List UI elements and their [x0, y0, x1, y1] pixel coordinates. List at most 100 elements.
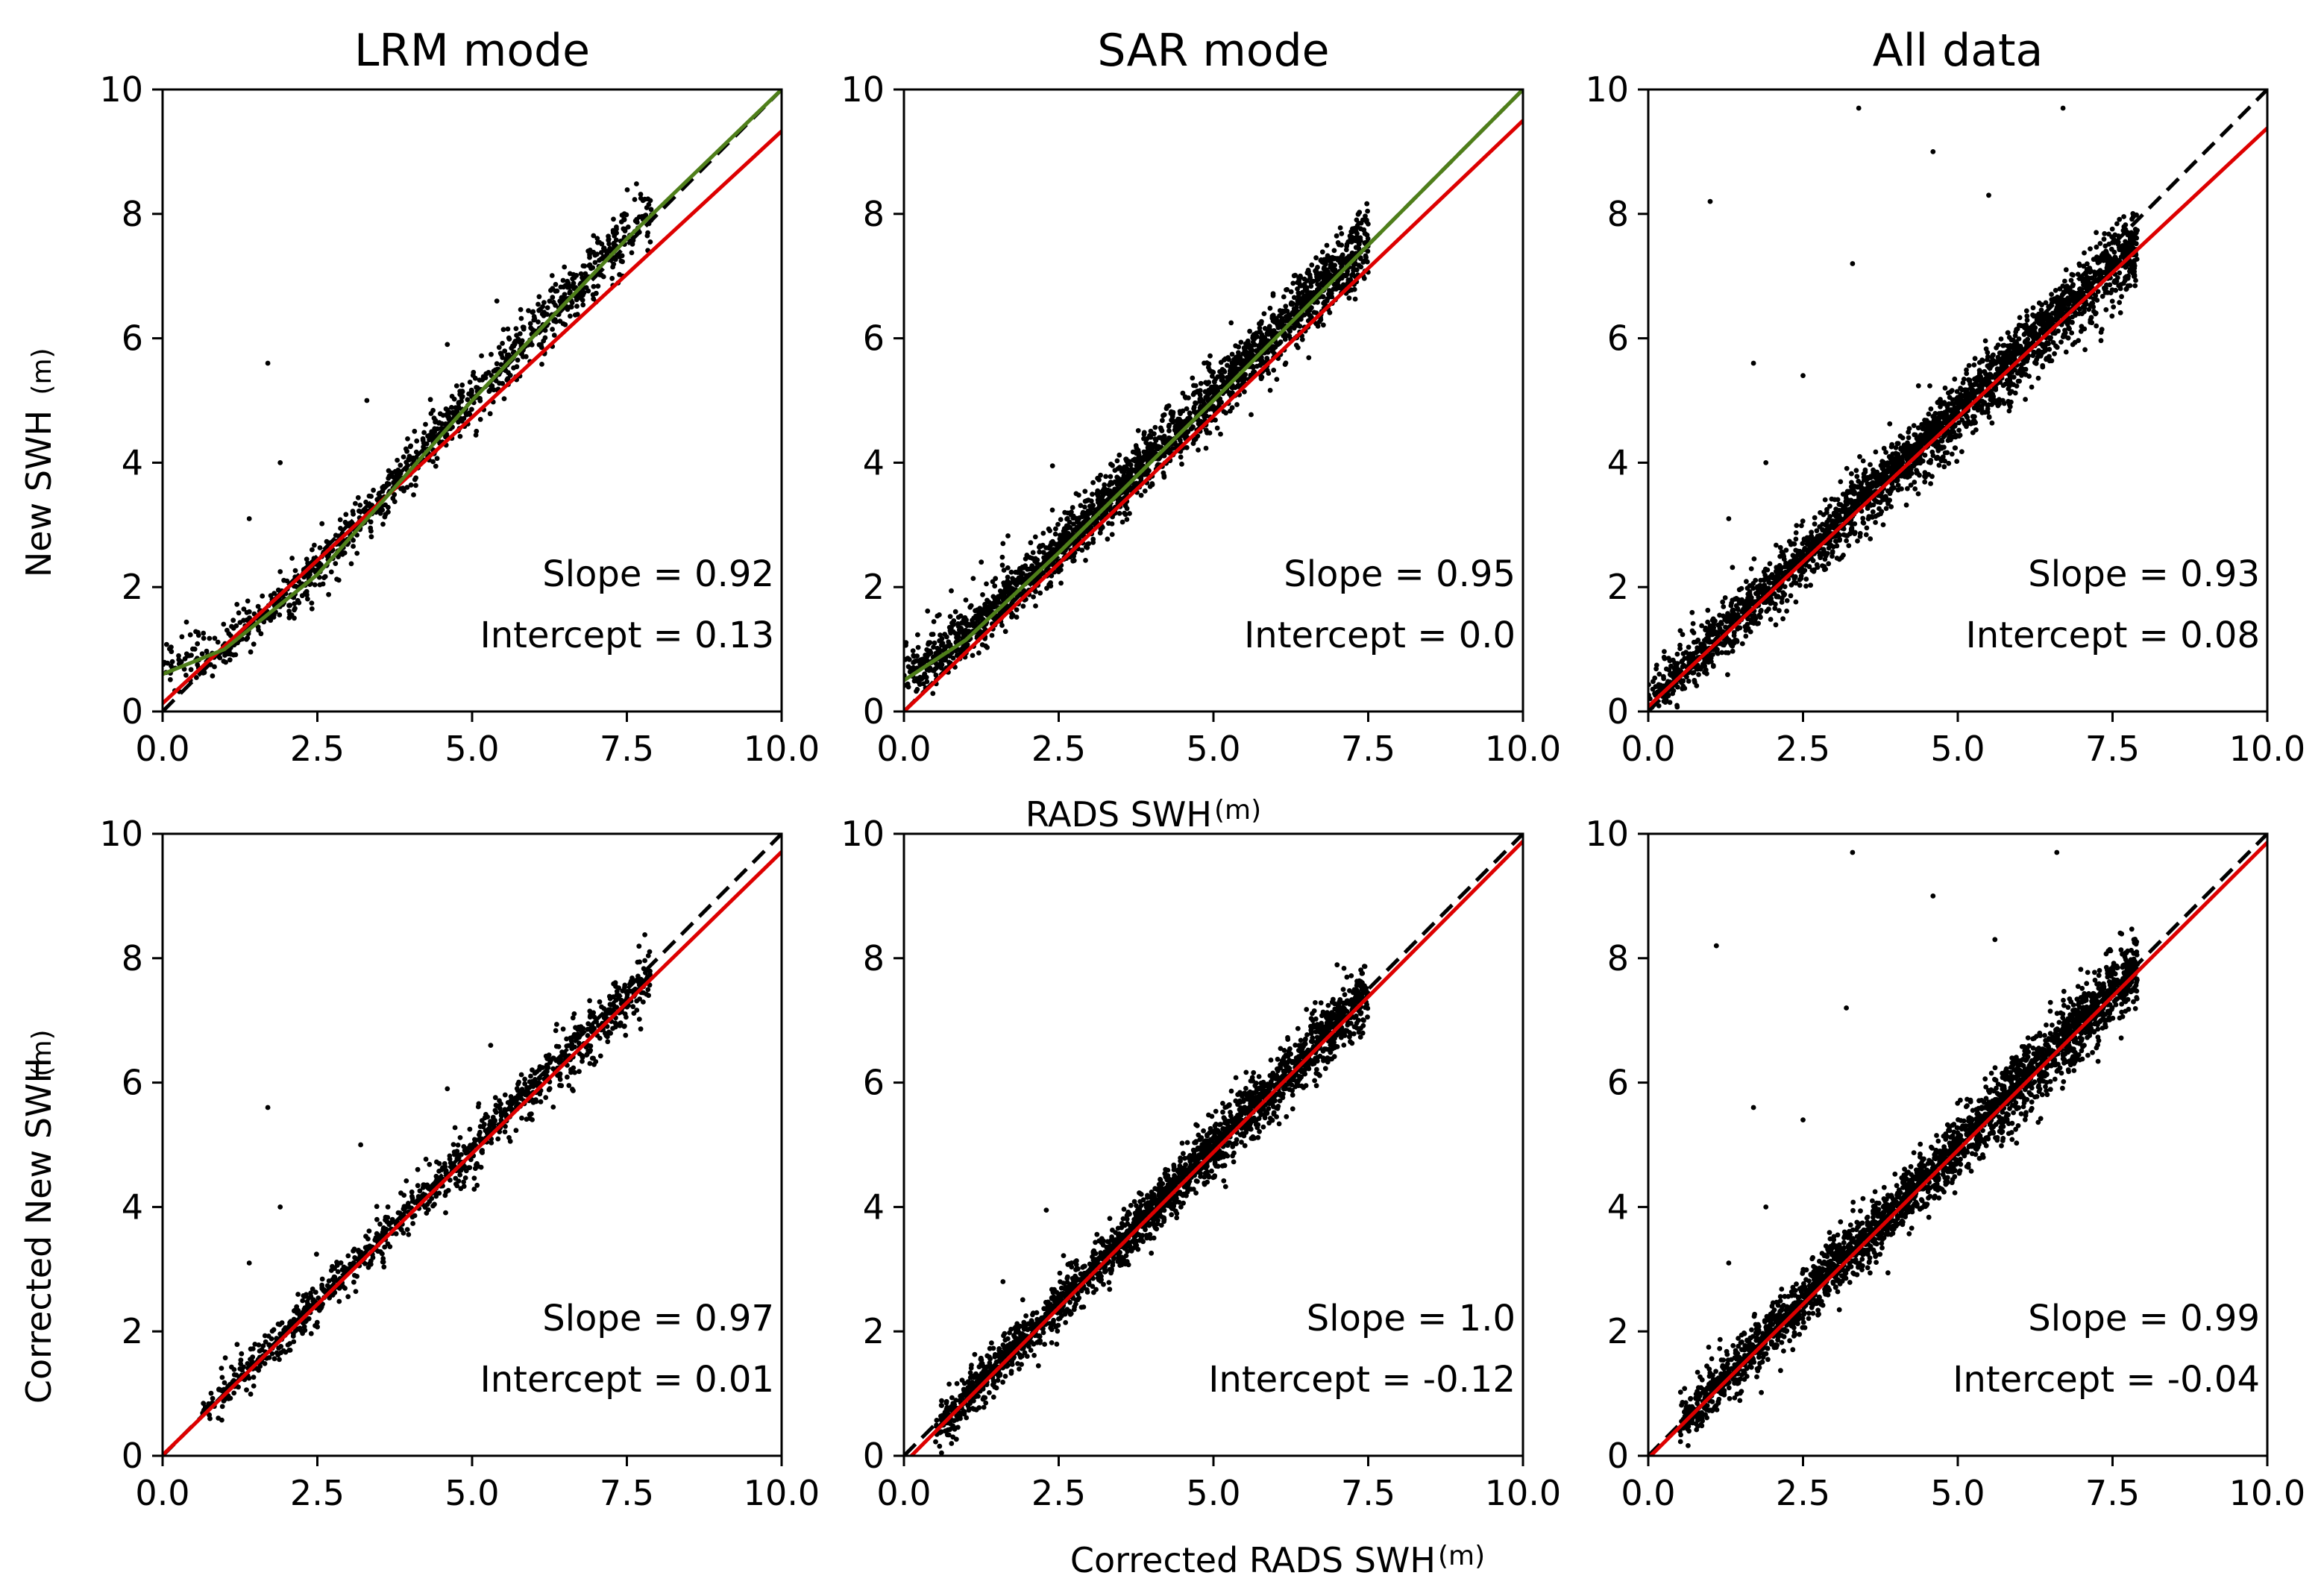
outlier-point	[1049, 463, 1055, 468]
data-point	[1719, 650, 1725, 656]
regression-line	[163, 130, 782, 705]
data-point	[1193, 383, 1199, 389]
data-point	[1190, 375, 1196, 381]
data-point	[905, 684, 911, 690]
data-point	[1145, 456, 1151, 462]
data-point	[2121, 224, 2127, 230]
data-point	[1768, 617, 1774, 622]
data-point	[1219, 375, 1225, 380]
data-point	[1339, 252, 1345, 258]
data-point	[487, 411, 493, 417]
data-point	[505, 326, 511, 332]
data-point	[561, 284, 566, 290]
data-point	[467, 380, 473, 385]
data-point	[1125, 462, 1131, 467]
data-point	[492, 367, 498, 373]
data-point	[1365, 208, 1370, 214]
x-tick-label: 0.0	[135, 729, 189, 769]
data-point	[1313, 267, 1319, 273]
data-point	[1791, 579, 1797, 585]
data-point	[2024, 313, 2030, 319]
data-point	[1052, 531, 1058, 537]
data-point	[595, 283, 601, 289]
data-point	[1148, 441, 1153, 447]
data-point	[1339, 275, 1345, 281]
data-point	[1172, 424, 1178, 430]
intercept-annotation: Intercept = 0.13	[480, 615, 774, 656]
data-point	[1790, 553, 1796, 558]
data-point	[937, 647, 942, 653]
data-point	[1661, 676, 1667, 682]
data-point	[1134, 480, 1140, 486]
data-point	[483, 371, 489, 377]
data-point	[1179, 461, 1184, 467]
data-point	[976, 650, 982, 656]
data-point	[603, 248, 609, 254]
data-point	[1906, 430, 1912, 435]
data-point	[1229, 370, 1235, 375]
data-point	[176, 653, 181, 659]
data-point	[165, 660, 171, 666]
data-point	[618, 258, 624, 264]
data-point	[1863, 532, 1869, 538]
data-point	[477, 398, 483, 403]
data-point	[1132, 449, 1138, 455]
data-point	[621, 226, 626, 232]
data-point	[531, 314, 537, 319]
data-point	[2005, 330, 2011, 336]
data-point	[333, 561, 339, 566]
data-point	[2094, 323, 2099, 329]
data-point	[1322, 257, 1327, 263]
data-point	[1138, 492, 1144, 498]
y-axis-label-bottom: Corrected New SWH	[19, 1058, 59, 1404]
data-point	[1148, 434, 1154, 440]
data-point	[1046, 526, 1052, 532]
data-point	[412, 477, 418, 483]
data-point	[578, 271, 584, 277]
data-point	[366, 493, 372, 499]
data-point	[305, 596, 310, 602]
data-point	[1279, 310, 1285, 316]
data-point	[178, 659, 184, 665]
x-tick-label: 7.5	[1341, 729, 1395, 769]
data-point	[1696, 672, 1701, 677]
data-point	[921, 659, 927, 665]
data-point	[1305, 267, 1311, 273]
data-point	[1803, 562, 1809, 568]
data-point	[1116, 452, 1122, 458]
data-point	[1086, 511, 1091, 516]
data-point	[647, 239, 653, 245]
data-point	[1263, 339, 1269, 345]
data-point	[164, 641, 169, 647]
data-point	[2043, 300, 2049, 306]
data-point	[168, 676, 173, 682]
data-point	[1777, 608, 1782, 614]
outlier-point	[246, 516, 252, 521]
data-point	[1822, 497, 1828, 503]
data-point	[1213, 417, 1218, 423]
data-point	[1915, 491, 1921, 497]
data-point	[2016, 322, 2022, 328]
data-point	[926, 651, 932, 657]
data-point	[1334, 286, 1339, 292]
data-point	[1123, 456, 1129, 462]
data-point	[1212, 406, 1218, 412]
data-point	[258, 631, 264, 637]
data-point	[382, 514, 388, 520]
data-point	[1356, 221, 1362, 226]
data-point	[459, 395, 465, 400]
data-point	[1306, 355, 1312, 360]
data-point	[530, 310, 536, 315]
data-point	[1743, 628, 1749, 633]
data-point	[961, 632, 967, 638]
data-point	[1327, 292, 1332, 298]
data-point	[1071, 558, 1077, 563]
data-point	[1830, 549, 1835, 554]
data-point	[999, 554, 1005, 560]
data-point	[1064, 515, 1070, 521]
data-point	[2017, 315, 2023, 321]
data-point	[1196, 447, 1201, 453]
data-point	[970, 618, 975, 623]
data-point	[536, 307, 541, 313]
data-point	[1883, 494, 1889, 500]
